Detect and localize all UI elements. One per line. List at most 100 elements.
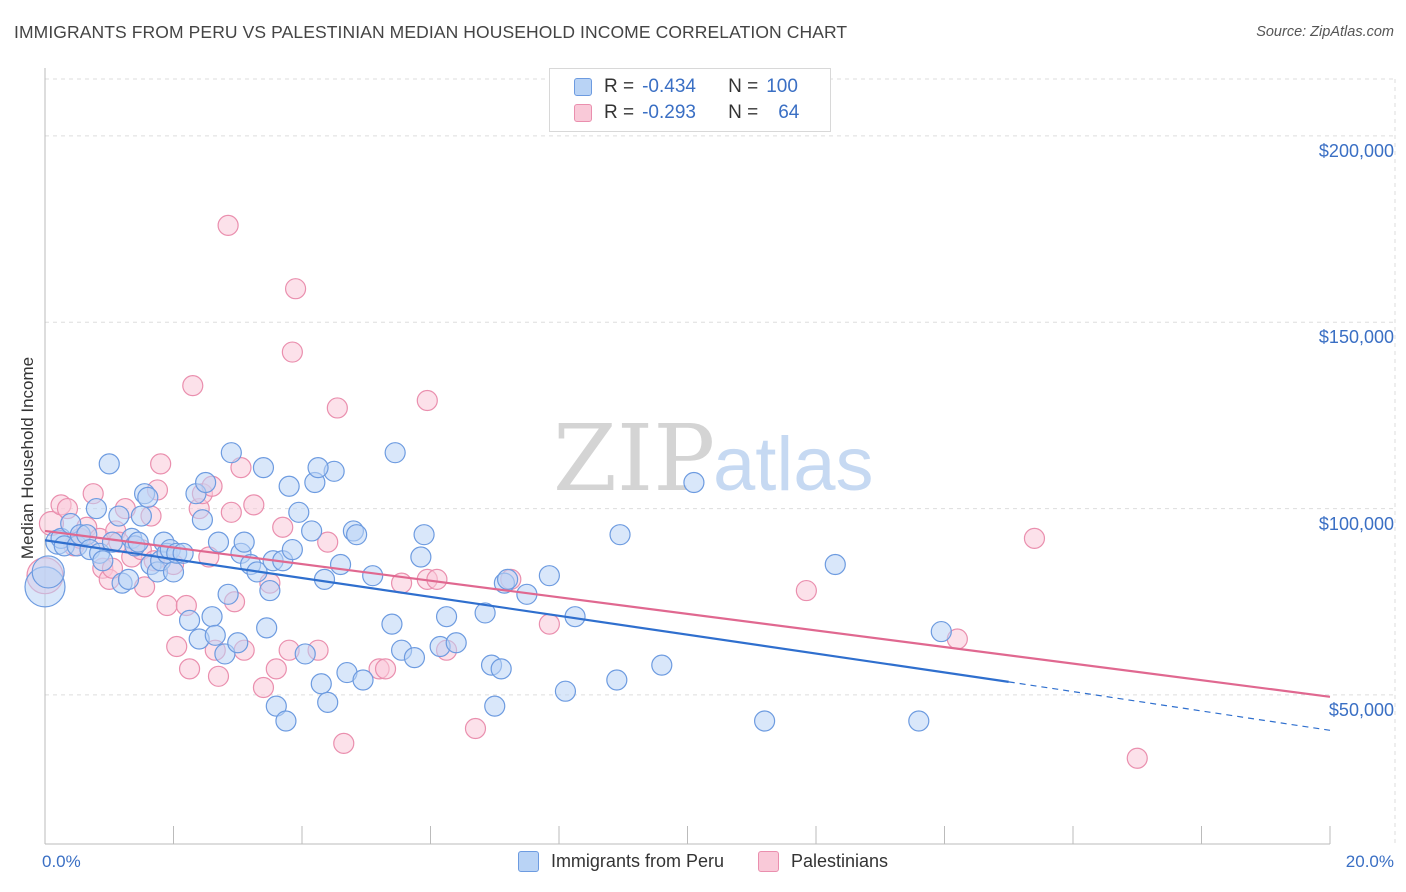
data-point xyxy=(908,710,930,732)
data-point xyxy=(178,658,201,680)
watermark-atlas: atlas xyxy=(713,422,874,507)
data-point xyxy=(362,565,384,587)
legend-swatch-blue xyxy=(574,78,592,96)
data-point xyxy=(930,620,952,643)
y-tick-label: $150,000 xyxy=(1318,327,1394,348)
data-point xyxy=(403,647,426,669)
r-value: -0.434 xyxy=(642,76,696,97)
data-point xyxy=(117,568,140,590)
legend-label-palestinians: Palestinians xyxy=(790,851,889,871)
data-point xyxy=(410,546,432,568)
data-point xyxy=(272,516,294,538)
chart-title: IMMIGRANTS FROM PERU VS PALESTINIAN MEDI… xyxy=(14,22,848,42)
data-point xyxy=(166,635,188,658)
data-point xyxy=(683,471,705,494)
data-point xyxy=(413,524,435,546)
data-point xyxy=(538,613,560,635)
y-tick-label: $50,000 xyxy=(1328,699,1394,720)
r-value: -0.293 xyxy=(642,102,696,123)
y-tick-label: $100,000 xyxy=(1318,513,1394,534)
legend-row-palestinians: R = -0.293 N = 64 xyxy=(574,101,799,125)
y-tick-label: $200,000 xyxy=(1318,140,1394,161)
data-point xyxy=(416,389,438,412)
trend-line-peru xyxy=(44,539,1009,683)
data-point xyxy=(137,486,159,509)
data-point xyxy=(374,658,397,680)
r-label: R = xyxy=(604,76,635,97)
data-point xyxy=(31,555,65,589)
source-credit: Source: ZipAtlas.com xyxy=(1256,24,1394,40)
x-tick-min: 0.0% xyxy=(42,852,81,871)
watermark: ZIP atlas xyxy=(553,405,874,512)
data-point xyxy=(252,676,275,699)
data-point xyxy=(554,680,577,702)
data-point xyxy=(178,609,201,631)
data-point xyxy=(220,501,242,523)
correlation-legend: R = -0.434 N = 100 R = -0.293 N = 64 xyxy=(549,68,831,132)
series-legend: Immigrants from Peru Palestinians xyxy=(0,851,1406,872)
data-point xyxy=(301,520,323,542)
data-point xyxy=(346,524,368,546)
legend-item-palestinians[interactable]: Palestinians xyxy=(757,851,889,872)
data-point xyxy=(217,583,239,605)
data-point xyxy=(426,568,448,590)
trend-lines xyxy=(44,529,1331,731)
n-value: 64 xyxy=(778,102,800,123)
data-point xyxy=(490,658,512,680)
data-point xyxy=(233,531,255,553)
data-point xyxy=(326,397,348,419)
data-point xyxy=(243,494,265,516)
watermark-zip: ZIP xyxy=(553,405,715,512)
data-point xyxy=(497,568,519,590)
legend-row-peru: R = -0.434 N = 100 xyxy=(574,75,798,99)
data-point xyxy=(195,471,217,494)
data-point xyxy=(150,453,172,475)
data-point xyxy=(201,606,223,628)
data-point xyxy=(606,669,628,691)
axes xyxy=(44,68,1331,845)
data-point xyxy=(310,673,332,695)
data-point xyxy=(609,524,631,546)
data-point xyxy=(278,475,300,497)
data-point xyxy=(230,456,252,479)
n-value: 100 xyxy=(766,76,798,97)
legend-label-peru: Immigrants from Peru xyxy=(550,851,724,871)
trend-line-palestinians xyxy=(44,529,1331,698)
data-point xyxy=(333,732,355,754)
data-point xyxy=(329,553,352,576)
data-point xyxy=(307,456,329,479)
data-point xyxy=(217,214,239,236)
data-point xyxy=(435,606,458,628)
data-point xyxy=(162,561,185,583)
data-point xyxy=(227,632,249,654)
data-point xyxy=(85,497,108,520)
data-point xyxy=(275,710,297,732)
data-point xyxy=(317,531,339,553)
data-point xyxy=(381,613,403,635)
data-point xyxy=(484,695,506,717)
data-point xyxy=(1126,747,1148,769)
data-point xyxy=(281,538,303,561)
data-point xyxy=(256,617,278,639)
y-axis-label: Median Household Income xyxy=(18,356,37,560)
data-point xyxy=(474,602,496,624)
data-point xyxy=(207,531,230,553)
data-point xyxy=(265,695,287,717)
data-point xyxy=(464,717,487,740)
data-point xyxy=(445,632,467,654)
data-point xyxy=(191,509,214,531)
data-point xyxy=(1023,527,1046,550)
data-point xyxy=(317,691,339,713)
data-point xyxy=(651,654,673,676)
data-point xyxy=(259,579,281,602)
legend-item-peru[interactable]: Immigrants from Peru xyxy=(517,851,724,872)
data-point xyxy=(281,341,303,363)
data-point xyxy=(384,442,406,464)
data-point xyxy=(352,669,374,691)
legend-swatch-blue xyxy=(517,851,539,872)
data-point xyxy=(294,643,316,665)
data-point xyxy=(538,565,560,587)
n-label: N = xyxy=(728,76,759,97)
data-point xyxy=(98,453,120,475)
